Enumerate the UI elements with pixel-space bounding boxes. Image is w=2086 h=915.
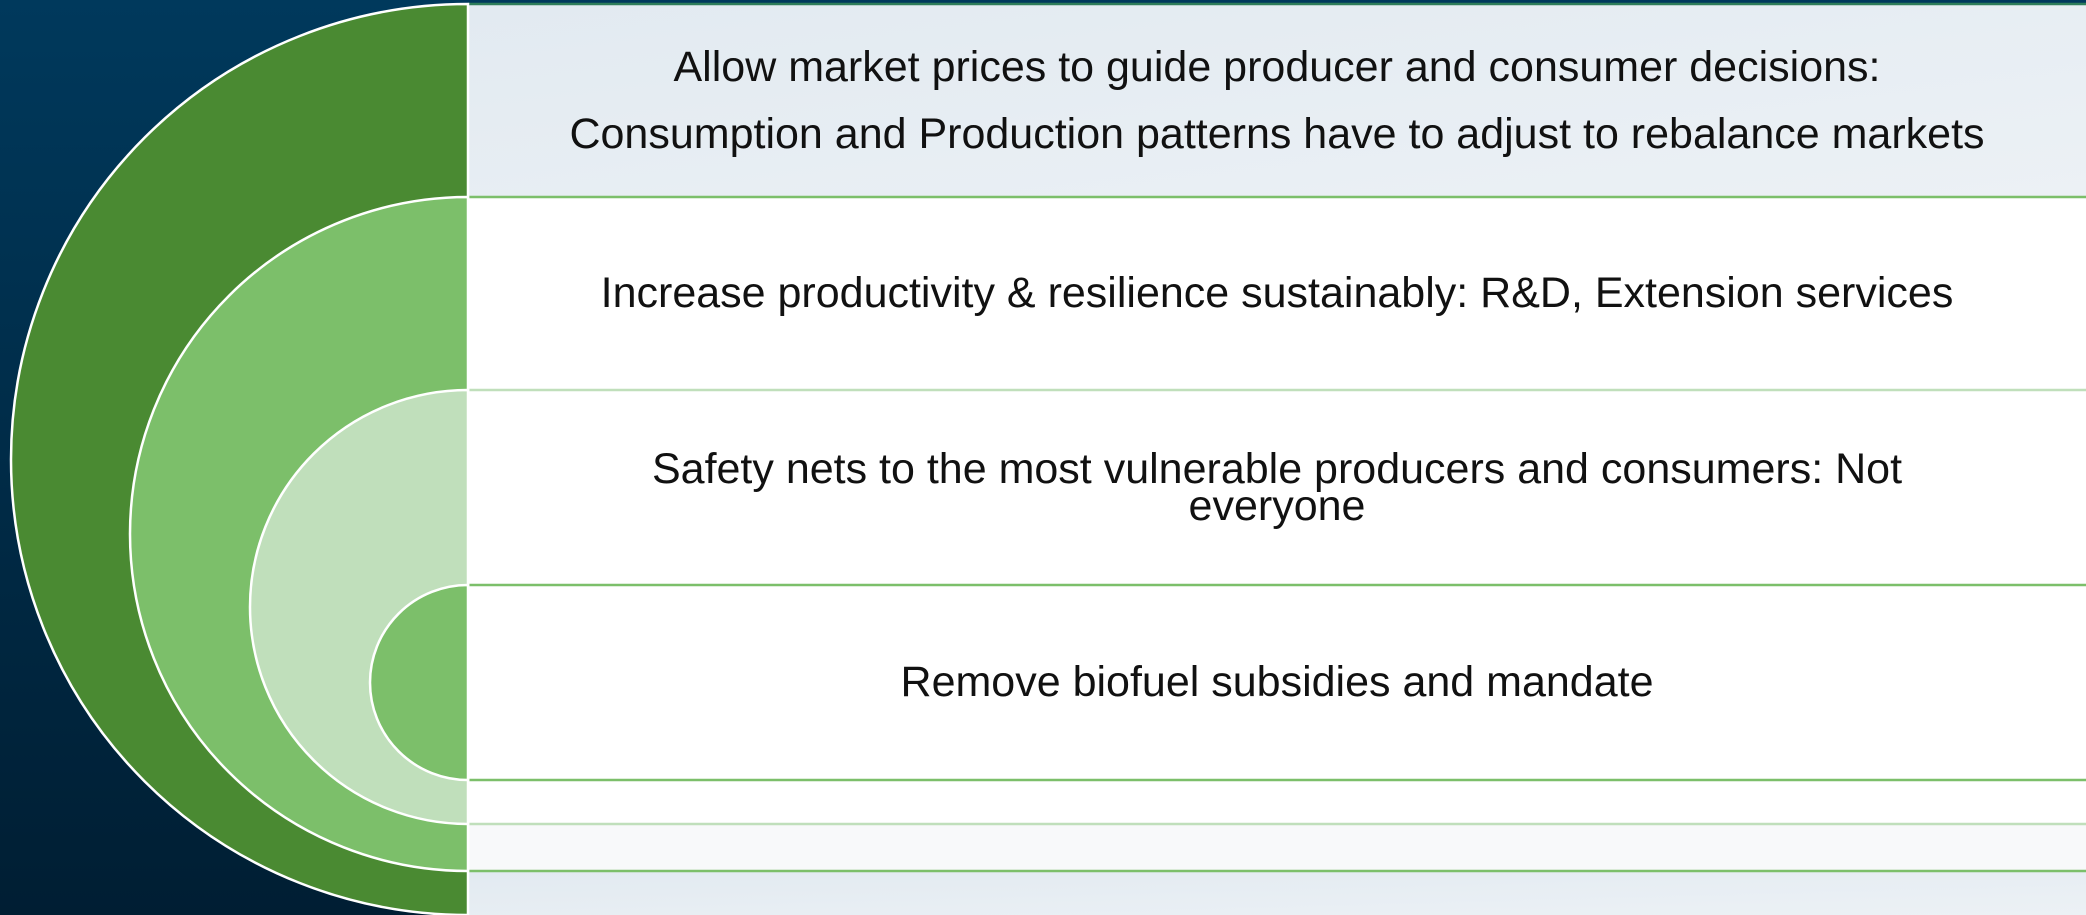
panel bbox=[468, 824, 2086, 871]
item: Remove biofuel subsidies and mandate bbox=[468, 585, 2086, 780]
item-text: Consumption and Production patterns have… bbox=[569, 109, 1985, 158]
item-text: Increase productivity & resilience susta… bbox=[600, 268, 1954, 317]
item-text: Allow market prices to guide producer an… bbox=[673, 42, 1881, 91]
item: Safety nets to the most vulnerable produ… bbox=[468, 390, 2086, 585]
arc-inner bbox=[368, 583, 470, 782]
item-text: everyone bbox=[1188, 481, 1366, 530]
arcs bbox=[9, 2, 470, 915]
panel bbox=[468, 4, 2086, 197]
item: Increase productivity & resilience susta… bbox=[468, 197, 2086, 390]
row-borders bbox=[468, 2, 2086, 873]
item: Allow market prices to guide producer an… bbox=[468, 4, 2086, 197]
item-text: Remove biofuel subsidies and mandate bbox=[900, 657, 1654, 706]
panel bbox=[468, 871, 2086, 915]
item-text: Safety nets to the most vulnerable produ… bbox=[651, 444, 1903, 493]
panel bbox=[468, 197, 2086, 871]
